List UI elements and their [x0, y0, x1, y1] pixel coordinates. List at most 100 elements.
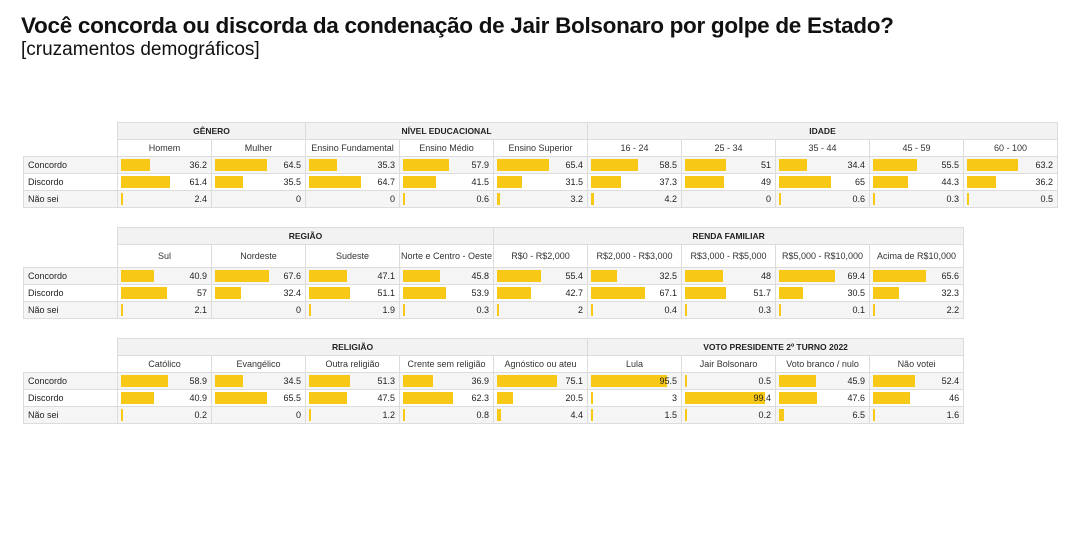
value-label: 58.9: [189, 376, 207, 386]
value-cell-content: 51.3: [307, 374, 399, 389]
value-cell-content: 64.5: [213, 158, 305, 173]
value-label: 55.5: [941, 160, 960, 170]
group-header: GÊNERO: [117, 122, 306, 140]
value-label: 1.6: [946, 410, 960, 420]
value-label: 0.6: [852, 194, 866, 204]
value-cell: 51: [681, 156, 777, 174]
value-cell-content: 0: [213, 303, 305, 318]
value-cell: 0.6: [399, 190, 494, 208]
value-label: 0.4: [664, 305, 678, 315]
value-label: 64.7: [377, 177, 395, 187]
value-bar: [685, 409, 688, 421]
value-bar: [309, 375, 351, 387]
value-cell: 1.2: [305, 406, 400, 424]
column-header: Norte e Centro - Oeste: [398, 244, 495, 268]
value-cell: 3: [587, 389, 683, 407]
value-cell-content: 64.7: [307, 175, 399, 190]
column-header: R$5,000 - R$10,000: [775, 244, 871, 268]
value-bar: [121, 176, 171, 188]
value-cell-content: 34.5: [213, 374, 305, 389]
value-cell-content: 75.1: [495, 374, 587, 389]
column-header: Agnóstico ou ateu: [492, 355, 589, 373]
value-cell-content: 32.5: [589, 269, 681, 284]
column-header: Evangélico: [211, 355, 306, 373]
value-cell-content: 49: [683, 175, 775, 190]
value-bar: [591, 409, 594, 421]
value-cell-content: 67.6: [213, 269, 305, 284]
column-header-row: Católico Evangélico Outra religião Crente s…: [24, 355, 965, 373]
chart-subtitle: [cruzamentos demográficos]: [21, 39, 260, 60]
value-cell: 0: [681, 190, 777, 208]
value-bar: [403, 270, 440, 282]
value-label: 32.3: [941, 288, 960, 298]
value-cell-content: 35.5: [213, 175, 305, 190]
value-cell: 61.4: [117, 173, 212, 191]
value-label: 32.5: [659, 271, 678, 281]
data-row: Discordo 40.9 65.5 47.5 62.3 20.5 3 99.4 47.6 46: [23, 389, 965, 407]
value-label: 0.5: [758, 376, 772, 386]
value-bar: [309, 409, 311, 421]
value-cell-content: 57: [119, 286, 211, 301]
value-bar: [309, 176, 361, 188]
value-cell: 47.6: [775, 389, 871, 407]
value-cell: 57: [117, 284, 212, 302]
crosstab-region-income: REGIÃO RENDA FAMILIAR Sul Nordeste Sudeste No…: [23, 227, 965, 319]
value-cell-content: 0.3: [401, 303, 493, 318]
data-row: Não sei 0.2 0 1.2 0.8 4.4 1.5 0.2 6.5 1.6: [23, 406, 965, 424]
value-label: 61.4: [189, 177, 207, 187]
value-label: 4.4: [570, 410, 584, 420]
value-cell: 0.5: [963, 190, 1059, 208]
crosstab-table: GÊNERO NÍVEL EDUCACIONAL IDADE Homem Mulher E…: [23, 122, 1059, 208]
group-header: VOTO PRESIDENTE 2º TURNO 2022: [587, 338, 965, 356]
value-cell: 0.2: [681, 406, 777, 424]
value-cell-content: 1.6: [871, 408, 963, 423]
column-header: Crente sem religião: [399, 355, 494, 373]
value-bar: [497, 270, 542, 282]
column-header: 45 - 59: [869, 139, 965, 157]
row-label-text: Concordo: [28, 376, 68, 386]
column-header: Mulher: [211, 139, 306, 157]
value-bar: [779, 159, 807, 171]
value-cell: 51.1: [305, 284, 400, 302]
value-cell-content: 0: [213, 408, 305, 423]
value-cell-content: 65.4: [495, 158, 587, 173]
crosstab-table: RELIGIÃO VOTO PRESIDENTE 2º TURNO 2022 Cat…: [23, 338, 965, 424]
value-cell: 44.3: [869, 173, 965, 191]
value-bar: [497, 392, 514, 404]
value-bar: [685, 287, 727, 299]
value-cell: 4.2: [587, 190, 683, 208]
value-bar: [403, 392, 453, 404]
value-cell: 64.7: [305, 173, 400, 191]
value-label: 0.5: [1040, 194, 1054, 204]
column-header: 16 - 24: [587, 139, 683, 157]
value-bar: [591, 375, 668, 387]
data-row: Concordo 36.2 64.5 35.3 57.9 65.4 58.5 51 34.4 55…: [23, 156, 1059, 174]
value-cell-content: 0.3: [683, 303, 775, 318]
value-bar: [591, 270, 618, 282]
row-label-text: Discordo: [28, 177, 64, 187]
value-bar: [215, 270, 270, 282]
value-label: 45.9: [847, 376, 866, 386]
crosstab-religion-vote: RELIGIÃO VOTO PRESIDENTE 2º TURNO 2022 Cat…: [23, 338, 965, 424]
data-row: Concordo 58.9 34.5 51.3 36.9 75.1 95.5 0.5 45.9 5…: [23, 372, 965, 390]
value-cell-content: 0.2: [119, 408, 211, 423]
value-cell: 63.2: [963, 156, 1059, 174]
column-header: Católico: [117, 355, 212, 373]
value-cell-content: 58.5: [589, 158, 681, 173]
value-cell: 40.9: [117, 389, 212, 407]
value-label: 2.4: [194, 194, 207, 204]
value-label: 47.6: [847, 393, 866, 403]
value-cell: 0.3: [869, 190, 965, 208]
value-cell-content: 36.2: [965, 175, 1057, 190]
value-bar: [121, 392, 154, 404]
value-label: 35.3: [377, 160, 395, 170]
value-cell-content: 6.5: [777, 408, 869, 423]
corner-blank: [24, 356, 118, 373]
value-bar: [779, 270, 835, 282]
value-cell-content: 2: [495, 303, 587, 318]
value-label: 3: [672, 393, 678, 403]
data-row: Discordo 61.4 35.5 64.7 41.5 31.5 37.3 49 65 44.3…: [23, 173, 1059, 191]
value-label: 55.4: [565, 271, 584, 281]
value-label: 44.3: [941, 177, 960, 187]
value-cell: 65: [775, 173, 871, 191]
